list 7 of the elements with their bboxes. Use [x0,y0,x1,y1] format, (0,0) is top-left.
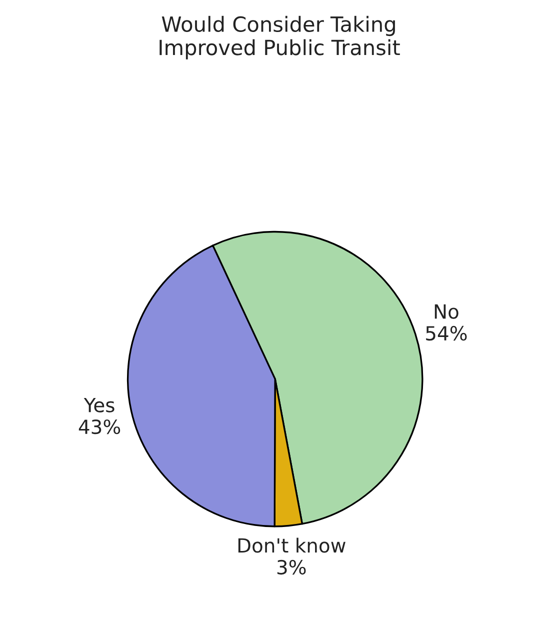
chart-title: Would Consider Taking Improved Public Transit [160,16,400,60]
slice-label: No [434,304,458,319]
slice-label: Don't know [238,538,346,553]
data-label: 43% [78,419,120,434]
data-label: 3% [277,560,306,575]
slice-label: Yes [84,398,114,412]
data-label: 54% [426,326,467,341]
